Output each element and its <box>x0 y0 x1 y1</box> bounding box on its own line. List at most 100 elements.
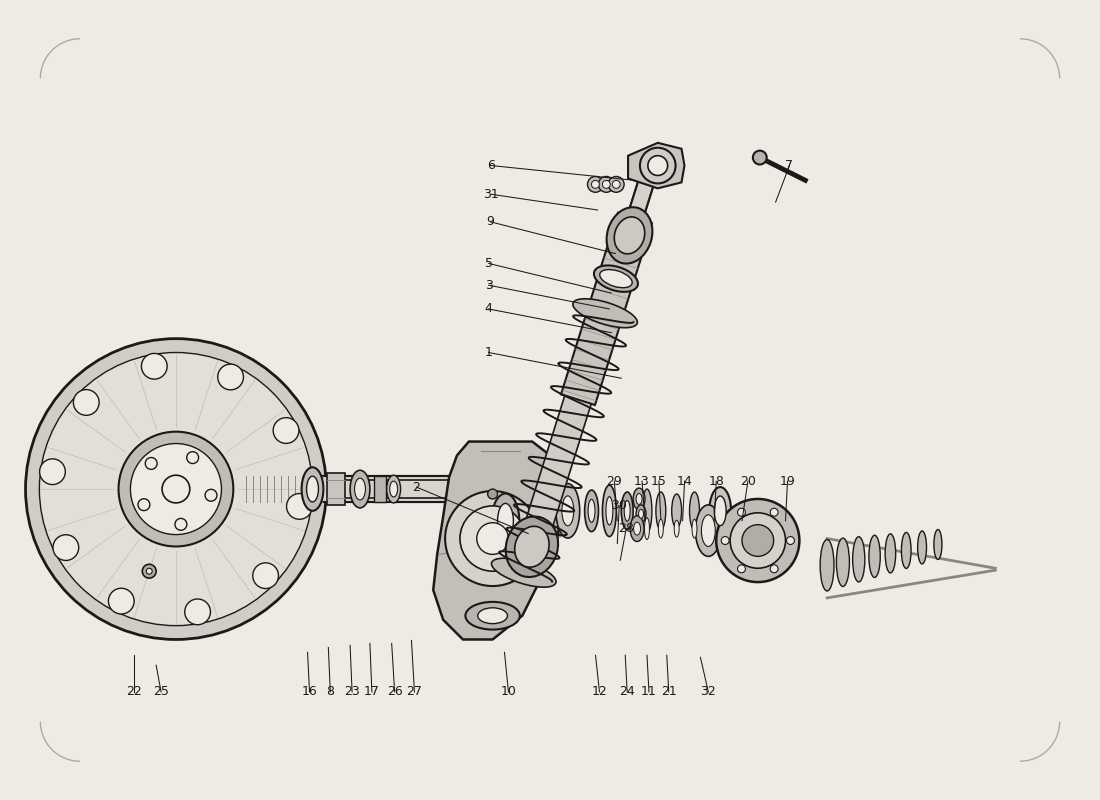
Circle shape <box>142 564 156 578</box>
Circle shape <box>730 513 785 568</box>
Ellipse shape <box>614 217 645 254</box>
Circle shape <box>640 148 675 183</box>
Ellipse shape <box>634 488 645 510</box>
Circle shape <box>273 418 299 443</box>
Text: 11: 11 <box>641 686 657 698</box>
Circle shape <box>752 150 767 165</box>
Circle shape <box>476 522 508 554</box>
Ellipse shape <box>594 266 638 292</box>
Circle shape <box>603 181 611 188</box>
Ellipse shape <box>497 503 514 538</box>
Circle shape <box>608 177 624 192</box>
Ellipse shape <box>656 492 666 530</box>
Text: 26: 26 <box>387 686 403 698</box>
Ellipse shape <box>389 481 397 497</box>
Circle shape <box>145 458 157 470</box>
Ellipse shape <box>690 492 700 530</box>
Ellipse shape <box>301 467 323 511</box>
Ellipse shape <box>354 478 365 500</box>
Circle shape <box>53 534 79 561</box>
Ellipse shape <box>639 510 643 518</box>
Text: 10: 10 <box>500 686 516 698</box>
Ellipse shape <box>477 608 507 624</box>
Circle shape <box>742 525 773 556</box>
Circle shape <box>716 499 800 582</box>
Ellipse shape <box>584 490 598 532</box>
Bar <box>328 474 345 505</box>
Ellipse shape <box>642 489 652 533</box>
Ellipse shape <box>695 505 722 556</box>
Circle shape <box>587 177 603 192</box>
Ellipse shape <box>634 522 640 535</box>
Circle shape <box>446 491 540 586</box>
Circle shape <box>185 599 210 625</box>
Circle shape <box>770 508 778 516</box>
Text: 24: 24 <box>619 686 635 698</box>
Ellipse shape <box>636 505 646 522</box>
Ellipse shape <box>636 494 642 505</box>
Text: 20: 20 <box>740 474 756 488</box>
Circle shape <box>142 354 167 379</box>
Bar <box>233 476 500 502</box>
Circle shape <box>162 475 190 503</box>
Circle shape <box>187 452 199 463</box>
Circle shape <box>74 390 99 415</box>
Circle shape <box>286 494 312 519</box>
Circle shape <box>253 563 278 589</box>
Ellipse shape <box>917 531 926 564</box>
Ellipse shape <box>852 537 865 582</box>
Circle shape <box>146 568 152 574</box>
Ellipse shape <box>350 470 370 508</box>
Ellipse shape <box>621 492 634 530</box>
Circle shape <box>598 177 614 192</box>
Ellipse shape <box>573 298 637 328</box>
Circle shape <box>218 364 243 390</box>
Circle shape <box>131 443 221 534</box>
Polygon shape <box>627 168 658 221</box>
Text: 15: 15 <box>651 474 667 488</box>
Polygon shape <box>561 213 652 405</box>
Ellipse shape <box>934 530 942 559</box>
Text: 6: 6 <box>486 159 495 172</box>
Ellipse shape <box>869 535 880 578</box>
Text: 16: 16 <box>301 686 318 698</box>
Text: 30: 30 <box>612 499 627 512</box>
Circle shape <box>175 518 187 530</box>
Text: 17: 17 <box>364 686 380 698</box>
Ellipse shape <box>630 516 644 542</box>
Ellipse shape <box>387 475 400 503</box>
Text: 13: 13 <box>635 474 650 488</box>
Circle shape <box>487 489 497 499</box>
Bar <box>374 476 386 502</box>
Circle shape <box>138 498 150 510</box>
Ellipse shape <box>692 519 697 538</box>
Text: 19: 19 <box>780 474 795 488</box>
Circle shape <box>786 537 794 545</box>
Ellipse shape <box>307 476 318 502</box>
Circle shape <box>722 537 729 545</box>
Ellipse shape <box>606 207 652 263</box>
Circle shape <box>25 338 327 639</box>
Circle shape <box>460 506 526 571</box>
Circle shape <box>40 353 312 626</box>
Text: 32: 32 <box>701 686 716 698</box>
Ellipse shape <box>465 602 520 630</box>
Ellipse shape <box>506 517 558 577</box>
Text: 7: 7 <box>785 159 793 172</box>
Text: 31: 31 <box>483 188 498 201</box>
Text: 9: 9 <box>486 215 495 228</box>
Ellipse shape <box>603 485 616 537</box>
Circle shape <box>40 459 65 485</box>
Text: 25: 25 <box>153 686 169 698</box>
Polygon shape <box>628 143 684 188</box>
Text: 23: 23 <box>344 686 360 698</box>
Ellipse shape <box>600 270 632 288</box>
Text: 2: 2 <box>412 481 420 494</box>
Polygon shape <box>512 395 591 573</box>
Ellipse shape <box>492 558 556 587</box>
Ellipse shape <box>886 534 895 573</box>
Ellipse shape <box>588 499 595 522</box>
Circle shape <box>613 181 620 188</box>
Ellipse shape <box>624 501 630 521</box>
Ellipse shape <box>606 497 613 525</box>
